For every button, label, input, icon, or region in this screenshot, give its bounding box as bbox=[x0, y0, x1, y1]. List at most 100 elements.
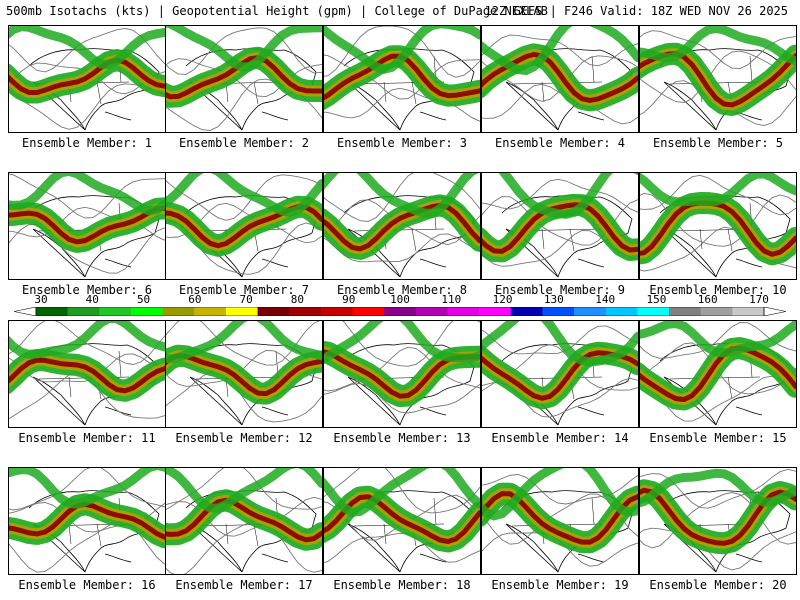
map-plot bbox=[324, 321, 480, 426]
colorbar-tick-label: 140 bbox=[595, 293, 616, 306]
isotach-band-secondary bbox=[166, 321, 322, 364]
isotach-band-secondary bbox=[482, 321, 638, 367]
ensemble-member-label: Ensemble Member: 10 bbox=[649, 283, 787, 297]
colorbar-outline bbox=[35, 307, 765, 316]
map-plot bbox=[166, 173, 322, 278]
map-plot bbox=[324, 173, 480, 278]
isotach-band-secondary bbox=[640, 173, 796, 207]
isotach-band-core bbox=[166, 497, 322, 543]
height-contour bbox=[324, 346, 480, 392]
ensemble-map-20 bbox=[639, 467, 797, 575]
colorbar-tick-label: 120 bbox=[492, 293, 513, 306]
height-contour bbox=[324, 383, 480, 414]
colorbar-tick-label: 40 bbox=[85, 293, 99, 306]
colorbar-tick-label: 110 bbox=[441, 293, 462, 306]
map-plot bbox=[640, 468, 796, 573]
height-contour bbox=[324, 173, 480, 222]
isotach-band-secondary bbox=[482, 26, 638, 76]
political-borders bbox=[195, 55, 287, 105]
ensemble-map-12 bbox=[165, 320, 323, 428]
ensemble-member-label: Ensemble Member: 11 bbox=[18, 431, 156, 445]
isotach-band-secondary bbox=[482, 468, 638, 521]
map-plot bbox=[9, 468, 165, 573]
height-contour bbox=[640, 50, 796, 103]
height-contour bbox=[640, 492, 796, 549]
isotach-band-secondary bbox=[9, 468, 165, 509]
ensemble-member-label: Ensemble Member: 17 bbox=[175, 578, 313, 592]
political-borders bbox=[511, 202, 603, 252]
colorbar-arrow-right bbox=[763, 307, 786, 316]
height-contour bbox=[166, 496, 322, 537]
map-plot bbox=[482, 321, 638, 426]
colorbar-swatch bbox=[289, 307, 322, 316]
map-plot bbox=[640, 173, 796, 278]
ensemble-map-19 bbox=[481, 467, 639, 575]
isotach-band-secondary bbox=[166, 26, 322, 72]
ensemble-map-15 bbox=[639, 320, 797, 428]
colorbar-tick-label: 30 bbox=[34, 293, 48, 306]
colorbar-swatch bbox=[479, 307, 512, 316]
ensemble-map-6 bbox=[8, 172, 166, 280]
map-plot bbox=[640, 26, 796, 131]
colorbar-swatch bbox=[99, 307, 132, 316]
colorbar-tick-label: 80 bbox=[290, 293, 305, 306]
colorbar-swatch bbox=[542, 307, 575, 316]
isotach-band-secondary bbox=[324, 26, 480, 74]
colorbar-swatch bbox=[574, 307, 607, 316]
map-plot bbox=[166, 468, 322, 574]
isotach-band-secondary bbox=[498, 173, 638, 219]
height-contour bbox=[166, 370, 322, 423]
colorbar-swatch bbox=[447, 307, 480, 316]
height-contour bbox=[166, 58, 322, 98]
map-plot bbox=[640, 321, 796, 426]
ensemble-member-label: Ensemble Member: 14 bbox=[491, 431, 629, 445]
political-borders bbox=[38, 497, 130, 547]
ensemble-map-17 bbox=[165, 467, 323, 575]
isotach-band-core bbox=[324, 202, 480, 252]
colorbar-swatch bbox=[162, 307, 195, 316]
height-contour bbox=[324, 532, 480, 564]
map-plot bbox=[324, 468, 480, 573]
page-header: 500mb Isotachs (kts) | Geopotential Heig… bbox=[0, 0, 800, 22]
ensemble-member-label: Ensemble Member: 15 bbox=[649, 431, 787, 445]
ensemble-member-label: Ensemble Member: 4 bbox=[494, 136, 626, 150]
colorbar-swatch bbox=[669, 307, 701, 316]
ensemble-member-label: Ensemble Member: 1 bbox=[21, 136, 153, 150]
map-plot bbox=[324, 26, 480, 131]
height-contour bbox=[640, 468, 796, 509]
ensemble-member-label: Ensemble Member: 19 bbox=[491, 578, 629, 592]
colorbar-swatch bbox=[415, 307, 448, 316]
ensemble-map-2 bbox=[165, 25, 323, 133]
colorbar-tick-label: 60 bbox=[188, 293, 202, 306]
height-contour bbox=[9, 27, 165, 73]
ensemble-member-label: Ensemble Member: 3 bbox=[336, 136, 468, 150]
height-contour bbox=[482, 178, 638, 213]
colorbar-tick-label: 160 bbox=[697, 293, 718, 306]
ensemble-map-3 bbox=[323, 25, 481, 133]
colorbar-swatch bbox=[130, 307, 163, 316]
colorbar-swatch bbox=[194, 307, 227, 316]
isotach-band-secondary bbox=[640, 468, 796, 508]
ensemble-member-label: Ensemble Member: 20 bbox=[649, 578, 787, 592]
height-contour bbox=[9, 224, 165, 274]
height-contour bbox=[166, 174, 322, 221]
colorbar-swatch bbox=[384, 307, 417, 316]
isotach-band-core bbox=[9, 57, 165, 95]
height-contour bbox=[166, 520, 322, 574]
height-contour bbox=[324, 468, 480, 514]
ensemble-member-label: Ensemble Member: 18 bbox=[333, 578, 471, 592]
ensemble-map-8 bbox=[323, 172, 481, 280]
colorbar-swatch bbox=[257, 307, 290, 316]
ensemble-map-18 bbox=[323, 467, 481, 575]
isotach-band-secondary bbox=[640, 26, 796, 66]
map-plot bbox=[482, 26, 638, 131]
height-contour bbox=[482, 325, 638, 355]
isotach-band-secondary bbox=[166, 468, 322, 513]
isotach-band-core bbox=[9, 357, 165, 394]
height-contour bbox=[482, 83, 638, 125]
height-contour bbox=[9, 353, 165, 383]
colorbar-swatch bbox=[510, 307, 543, 316]
height-contour bbox=[640, 174, 796, 216]
colorbar-tick-label: 130 bbox=[543, 293, 564, 306]
height-contour bbox=[9, 173, 165, 219]
